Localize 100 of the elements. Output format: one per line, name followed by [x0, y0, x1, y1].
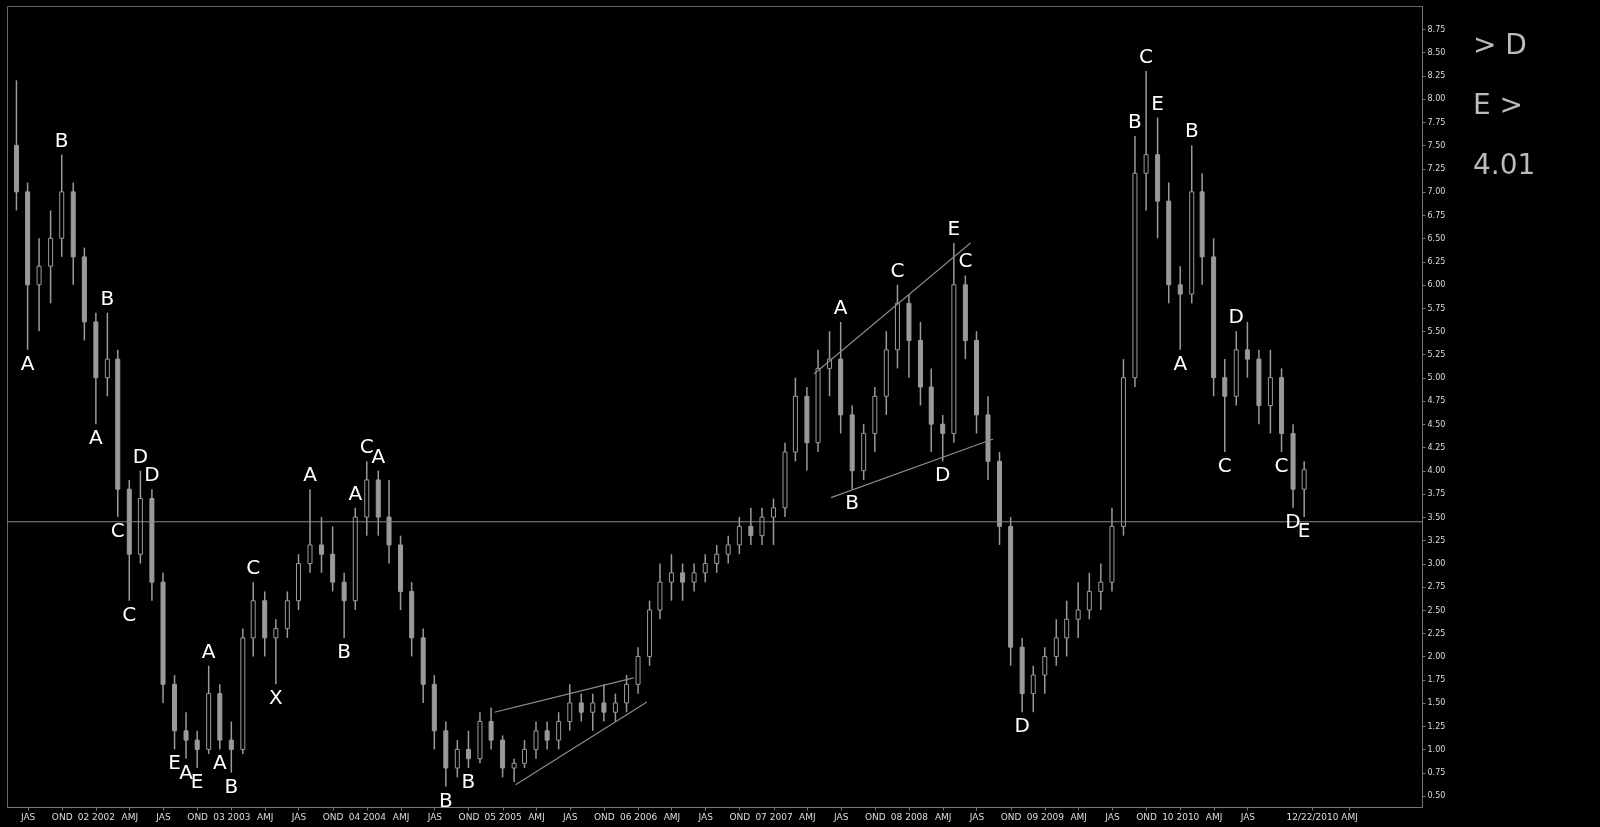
- x-tick-label: JAS: [155, 811, 171, 822]
- annotation: B: [845, 490, 860, 515]
- x-tick-label: 08 2008: [890, 811, 929, 822]
- x-tick-label: AMJ: [528, 811, 545, 822]
- y-tick-label: 5.50: [1427, 326, 1446, 336]
- candlestick: [228, 720, 234, 774]
- annotation: C: [1139, 44, 1154, 69]
- annotation: A: [201, 638, 216, 663]
- candlestick: [194, 730, 200, 769]
- candlestick: [567, 683, 573, 732]
- y-tick-label: 5.00: [1427, 373, 1446, 383]
- candlestick: [590, 692, 596, 732]
- x-tick-label: JAS: [290, 811, 307, 822]
- candlestick: [714, 544, 720, 574]
- candlestick: [307, 488, 313, 574]
- candlestick: [680, 562, 686, 602]
- candlestick: [578, 692, 584, 723]
- annotation: A: [89, 425, 104, 450]
- y-tick-label: 3.75: [1427, 489, 1446, 499]
- candlestick: [1030, 665, 1036, 713]
- candlestick: [771, 497, 777, 546]
- candlestick: [511, 757, 517, 783]
- annotation: B: [337, 638, 352, 663]
- y-tick-label: 5.25: [1427, 349, 1446, 359]
- x-tick-label: OND: [729, 811, 751, 822]
- x-tick-label: AMJ: [799, 811, 816, 822]
- x-tick-label: OND: [594, 811, 615, 822]
- x-tick-label: JAS: [832, 811, 849, 822]
- y-tick-label: 3.25: [1427, 535, 1446, 545]
- annotation: B: [1128, 109, 1142, 134]
- annotation: B: [461, 768, 476, 793]
- annotation: A: [371, 443, 386, 468]
- candlestick: [1064, 599, 1070, 658]
- x-tick-label: AMJ: [1070, 811, 1087, 822]
- x-tick-label: OND: [864, 811, 886, 822]
- annotation: D: [1228, 304, 1244, 329]
- annotation: C: [958, 248, 973, 273]
- annotation: A: [1173, 350, 1188, 375]
- annotation: B: [54, 127, 69, 152]
- candlestick: [1301, 460, 1307, 518]
- y-tick-label: 4.50: [1427, 419, 1446, 429]
- y-tick-label: 4.00: [1427, 466, 1446, 476]
- x-tick-label: 09 2009: [1026, 811, 1065, 822]
- x-tick-label: 12/22/2010: [1286, 811, 1339, 822]
- annotation: E: [947, 215, 961, 240]
- candlestick: [454, 739, 460, 779]
- annotation: C: [890, 257, 905, 282]
- y-tick-label: 8.00: [1427, 94, 1446, 104]
- y-tick-label: 6.00: [1427, 280, 1446, 290]
- x-tick-label: JAS: [1104, 811, 1120, 822]
- y-tick-label: 8.25: [1427, 71, 1446, 81]
- annotation: C: [246, 555, 261, 580]
- text: > D: [1473, 28, 1527, 61]
- candlestick: [624, 674, 630, 713]
- y-tick-label: 7.25: [1427, 164, 1446, 174]
- candlestick: [702, 553, 708, 583]
- candlestick: [940, 414, 946, 463]
- y-tick-label: 6.50: [1427, 233, 1446, 243]
- candlestick: [612, 692, 618, 723]
- x-tick-label: AMJ: [392, 811, 410, 822]
- annotation: C: [122, 601, 137, 626]
- x-tick-label: 03 2003: [213, 811, 251, 822]
- x-tick-label: JAS: [1239, 811, 1256, 822]
- candlestick: [521, 739, 527, 769]
- text: 4.01: [1473, 148, 1536, 181]
- x-tick-label: OND: [1000, 811, 1022, 822]
- annotation: C: [110, 518, 125, 543]
- x-tick-label: 05 2005: [484, 811, 522, 822]
- candlestick: [759, 507, 765, 546]
- annotation: A: [303, 462, 318, 487]
- candlestick: [319, 516, 324, 574]
- candlestick: [104, 311, 110, 398]
- candlestick: [341, 572, 347, 639]
- x-tick-label: 06 2006: [619, 811, 658, 822]
- x-tick-label: 04 2004: [348, 811, 387, 822]
- candlestick: [556, 711, 562, 751]
- y-tick-label: 1.50: [1427, 698, 1446, 708]
- candlestick: [183, 711, 189, 760]
- x-tick-label: AMJ: [256, 811, 274, 822]
- x-tick-label: OND: [1136, 811, 1158, 822]
- candlestick: [36, 237, 42, 332]
- y-tick-label: 8.75: [1427, 24, 1446, 34]
- candlestick: [533, 720, 539, 760]
- annotation: A: [212, 750, 227, 775]
- x-tick-label: AMJ: [1341, 811, 1358, 822]
- y-tick-label: 0.50: [1427, 791, 1446, 801]
- x-tick-label: OND: [187, 811, 209, 822]
- annotation: B: [100, 285, 115, 310]
- candlestick: [748, 507, 754, 546]
- candlestick: [668, 553, 674, 602]
- annotation: X: [269, 685, 283, 710]
- candlestick: [725, 534, 731, 565]
- x-tick-label: AMJ: [934, 811, 952, 822]
- y-tick-label: 7.75: [1427, 117, 1446, 127]
- annotation: E: [1151, 90, 1164, 115]
- x-tick-label: AMJ: [663, 811, 681, 822]
- y-tick-label: 6.75: [1427, 210, 1446, 220]
- x-tick-label: AMJ: [1205, 811, 1223, 822]
- y-tick-label: 1.00: [1427, 744, 1446, 754]
- y-tick-label: 4.25: [1427, 442, 1446, 452]
